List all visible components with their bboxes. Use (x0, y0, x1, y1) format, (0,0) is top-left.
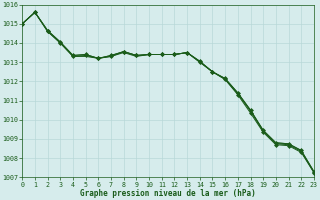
X-axis label: Graphe pression niveau de la mer (hPa): Graphe pression niveau de la mer (hPa) (80, 189, 256, 198)
